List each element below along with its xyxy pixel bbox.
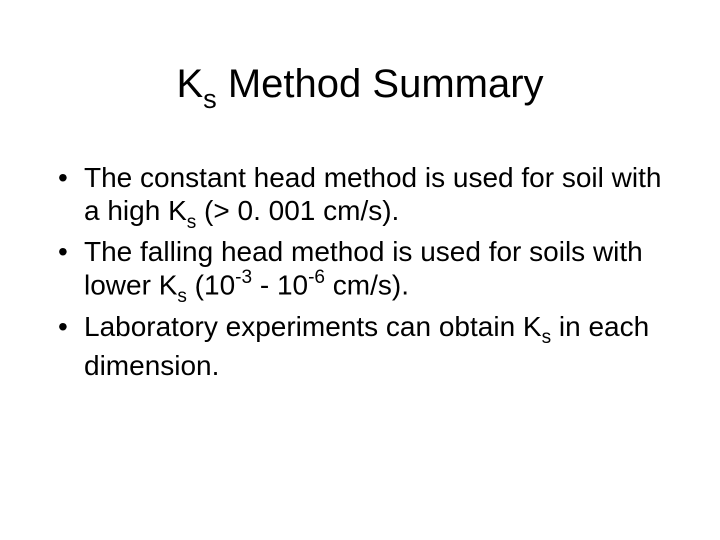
bullet-sup: -6 — [308, 267, 325, 288]
bullet-text: (> 0. 001 cm/s). — [196, 195, 399, 226]
bullet-list: The constant head method is used for soi… — [54, 161, 666, 382]
bullet-sup: -3 — [235, 267, 252, 288]
slide-title: Ks Method Summary — [54, 62, 666, 113]
bullet-sub: s — [177, 286, 187, 307]
bullet-sub: s — [187, 212, 197, 233]
list-item: The falling head method is used for soil… — [54, 235, 666, 307]
bullet-sub: s — [542, 327, 552, 348]
title-sub: s — [203, 83, 217, 114]
list-item: Laboratory experiments can obtain Ks in … — [54, 310, 666, 382]
list-item: The constant head method is used for soi… — [54, 161, 666, 233]
bullet-text: cm/s). — [325, 269, 409, 300]
slide: Ks Method Summary The constant head meth… — [0, 0, 720, 540]
bullet-text: (10 — [187, 269, 235, 300]
title-post: Method Summary — [217, 62, 544, 106]
title-pre: K — [176, 62, 203, 106]
bullet-text: - 10 — [252, 269, 308, 300]
bullet-text: Laboratory experiments can obtain K — [84, 311, 542, 342]
